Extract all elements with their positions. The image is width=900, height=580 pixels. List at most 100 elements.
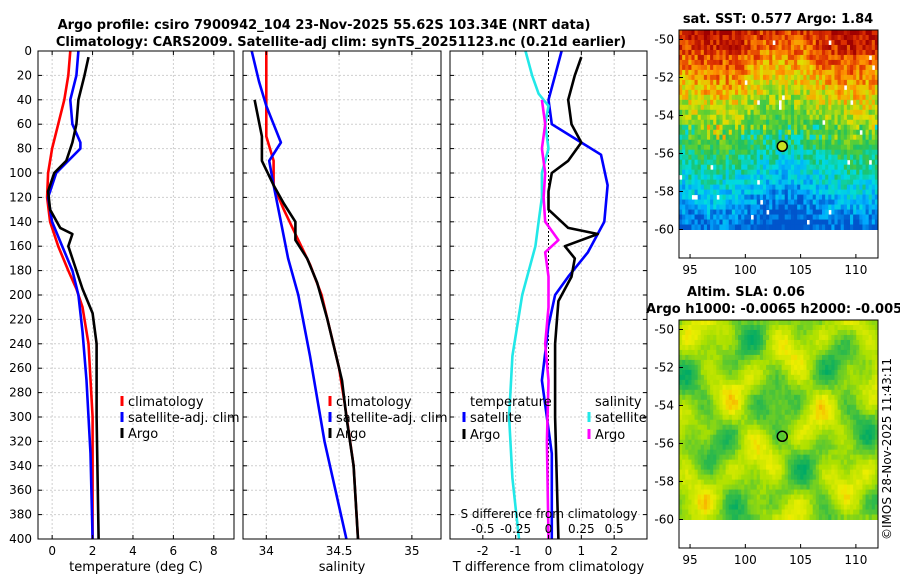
y-tick-label: -52 [654, 71, 674, 85]
legend-label: satellite-adj. clim [336, 411, 448, 426]
y-tick-label: 360 [9, 483, 32, 497]
y-tick-label: 60 [17, 117, 32, 131]
y-tick-label: 40 [17, 93, 32, 107]
y-tick-label: 140 [9, 215, 32, 229]
legend-label: climatology [336, 395, 412, 410]
y-tick-label: -60 [654, 513, 674, 527]
x-axis-label: temperature (deg C) [69, 560, 203, 575]
y-tick-label: -56 [654, 147, 674, 161]
map-frame [678, 319, 879, 549]
x-tick-label: 35 [404, 544, 419, 558]
x-tick-label: 34 [259, 544, 274, 558]
y-tick-label: 120 [9, 190, 32, 204]
y-tick-label: 280 [9, 386, 32, 400]
argo-position-marker [776, 430, 789, 443]
legend-label: satellite-adj. clim [128, 411, 240, 426]
y-tick-label: 0 [24, 44, 32, 58]
x-tick-label: 95 [682, 263, 697, 277]
temperature-panel: 0 2 4 6 8 temperature (deg C) 0 20 40 60 80 100 120 1… [9, 44, 240, 575]
x-axis-label: salinity [319, 560, 366, 575]
x-tick-label: 8 [210, 544, 218, 558]
sla-title: Altim. SLA: 0.06 [687, 285, 805, 300]
y-tick-label: -54 [654, 399, 674, 413]
y-tick-label: -58 [654, 185, 674, 199]
y-tick-label: 220 [9, 312, 32, 326]
legend-title-temperature: temperature [470, 395, 552, 410]
y-tick-label: 200 [9, 288, 32, 302]
x-tick-label: -2 [477, 544, 489, 558]
x-tick-label: -1 [510, 544, 522, 558]
s-tick-label: -0.5 [471, 522, 494, 536]
x-tick-label: 1 [578, 544, 586, 558]
x-tick-label: 6 [170, 544, 178, 558]
y-tick-label: 240 [9, 337, 32, 351]
sla-subtitle: Argo h1000: -0.0065 h2000: -0.005 [646, 302, 900, 317]
s-tick-label: -0.25 [500, 522, 531, 536]
x-tick-label: 110 [844, 263, 867, 277]
legend-label: satellite [470, 411, 522, 426]
y-tick-label: 340 [9, 459, 32, 473]
x-tick-label: 2 [89, 544, 97, 558]
x-tick-label: 34.5 [326, 544, 353, 558]
sla-map-panel: 95 100 105 110 -50 -52 -54 -56 -58 -60 [654, 319, 879, 567]
x-tick-label: 105 [789, 263, 812, 277]
sst-map-panel: 95 100 105 110 -50 -52 -54 -56 -58 -60 [654, 29, 879, 277]
series-line-argo [46, 56, 100, 540]
series-line-argo [253, 99, 360, 540]
figure-title-line1: Argo profile: csiro 7900942_104 23-Nov-2… [58, 18, 591, 33]
legend-title-salinity: salinity [595, 395, 642, 410]
y-tick-label: 300 [9, 410, 32, 424]
imos-timestamp: ©IMOS 28-Nov-2025 11:43:11 [880, 358, 894, 540]
series-line-s-argo [540, 99, 560, 540]
y-tick-label: -50 [654, 323, 674, 337]
s-tick-label: 0.25 [568, 522, 595, 536]
figure-title-line2: Climatology: CARS2009. Satellite-adj cli… [56, 35, 626, 50]
y-tick-label: -58 [654, 475, 674, 489]
y-tick-label: 160 [9, 239, 32, 253]
legend-label: Argo [470, 428, 500, 443]
difference-panel: -2 -1 0 1 2 T difference from climatology temp… [449, 50, 648, 575]
salinity-panel: 34 34.5 35 salinity climatologysatellite-adj… [242, 50, 448, 575]
x-tick-label: 0 [48, 544, 56, 558]
y-tick-label: 380 [9, 508, 32, 522]
y-tick-label: 20 [17, 68, 32, 82]
y-tick-label: -60 [654, 223, 674, 237]
sst-field [679, 30, 879, 230]
y-tick-label: 260 [9, 361, 32, 375]
sst-title: sat. SST: 0.577 Argo: 1.84 [683, 12, 873, 27]
legend-label: climatology [128, 395, 204, 410]
series-line-s-satellite [507, 50, 550, 540]
sla-field [679, 320, 879, 520]
x-tick-label: 2 [610, 544, 618, 558]
x-tick-label: 0 [545, 544, 553, 558]
s-axis-title: S difference from climatology [461, 507, 638, 521]
y-tick-label: -54 [654, 109, 674, 123]
y-tick-label: 320 [9, 434, 32, 448]
x-tick-label: 4 [129, 544, 137, 558]
x-tick-label: 110 [844, 553, 867, 567]
s-tick-label: 0.5 [605, 522, 624, 536]
series-line-climatology [45, 50, 94, 539]
map-frame [678, 29, 879, 259]
y-tick-label: -56 [654, 437, 674, 451]
legend-label: satellite [595, 411, 647, 426]
y-tick-label: 100 [9, 166, 32, 180]
y-tick-label: -50 [654, 33, 674, 47]
argo-position-marker [776, 140, 789, 153]
y-tick-label: -52 [654, 361, 674, 375]
legend-label: Argo [595, 428, 625, 443]
y-tick-label: 180 [9, 264, 32, 278]
x-tick-label: 100 [734, 263, 757, 277]
legend-label: Argo [128, 427, 158, 442]
legend-label: Argo [336, 427, 366, 442]
series-line-t-argo [547, 56, 600, 540]
x-tick-label: 105 [789, 553, 812, 567]
y-tick-label: 400 [9, 532, 32, 546]
s-tick-label: 0 [545, 522, 553, 536]
x-axis-label: T difference from climatology [452, 560, 645, 575]
y-tick-label: 80 [17, 142, 32, 156]
series-line-t-satellite [540, 50, 609, 539]
x-tick-label: 95 [682, 553, 697, 567]
x-tick-label: 100 [734, 553, 757, 567]
